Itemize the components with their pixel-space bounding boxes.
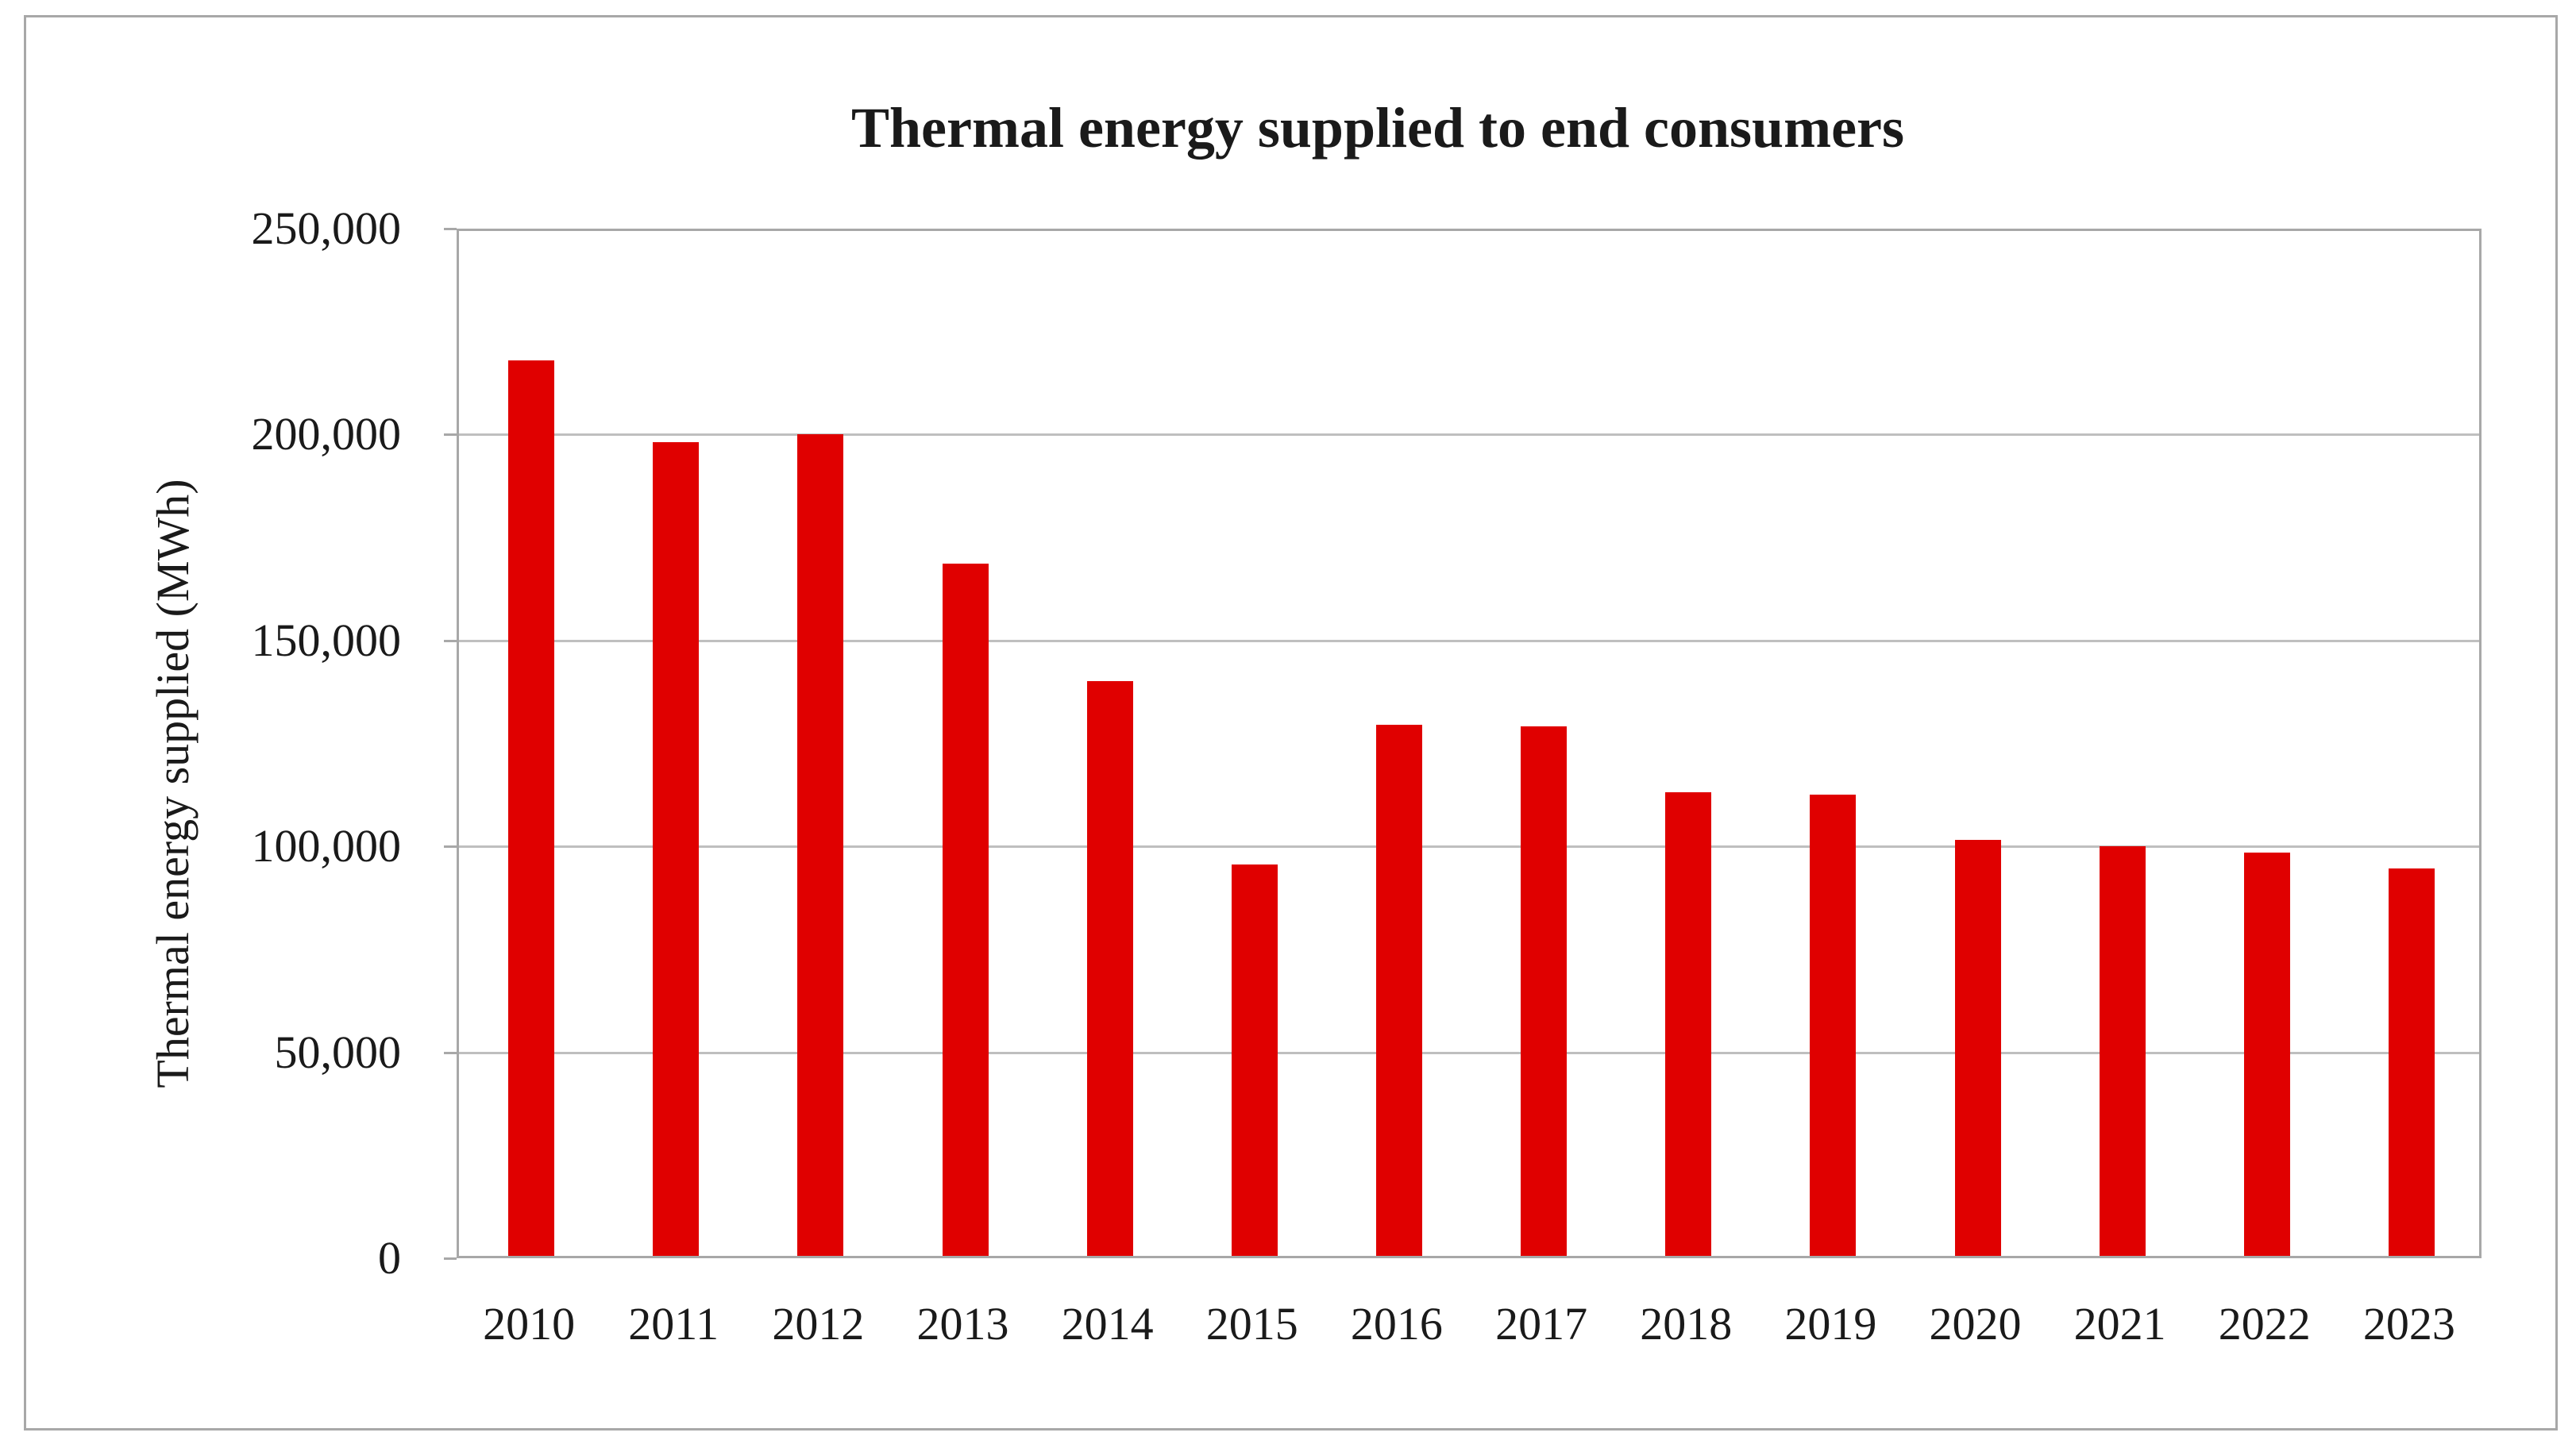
y-tick-label: 150,000 xyxy=(251,614,402,666)
x-tick-label: 2022 xyxy=(2218,1298,2311,1350)
x-tick-label: 2012 xyxy=(772,1298,865,1350)
bar-2019 xyxy=(1810,795,1857,1256)
y-tick-label: 50,000 xyxy=(274,1026,402,1078)
gridline xyxy=(459,433,2479,437)
x-tick-label: 2014 xyxy=(1061,1298,1154,1350)
x-tick-label: 2018 xyxy=(1640,1298,1733,1350)
x-tick-label: 2016 xyxy=(1350,1298,1443,1350)
bar-2018 xyxy=(1665,792,1712,1256)
bar-2017 xyxy=(1521,726,1568,1256)
bar-2020 xyxy=(1954,840,2001,1256)
y-axis-tick xyxy=(444,845,457,849)
x-tick-label: 2011 xyxy=(628,1298,719,1350)
bar-2012 xyxy=(797,434,844,1256)
plot-area xyxy=(457,229,2482,1258)
x-tick-label: 2013 xyxy=(916,1298,1009,1350)
y-axis-tick xyxy=(444,639,457,642)
bar-2023 xyxy=(2388,868,2435,1256)
x-tick-label: 2021 xyxy=(2073,1298,2166,1350)
chart-title: Thermal energy supplied to end consumers xyxy=(850,96,1905,160)
y-tick-label: 0 xyxy=(378,1232,401,1284)
gridline xyxy=(459,845,2479,849)
y-axis-tick xyxy=(444,1051,457,1054)
y-tick-label: 200,000 xyxy=(251,408,402,460)
gridline xyxy=(459,1051,2479,1054)
x-tick-label: 2017 xyxy=(1495,1298,1588,1350)
x-tick-label: 2023 xyxy=(2362,1298,2455,1350)
x-tick-label: 2019 xyxy=(1784,1298,1877,1350)
y-tick-label: 100,000 xyxy=(251,820,402,872)
x-tick-label: 2015 xyxy=(1205,1298,1298,1350)
bar-2022 xyxy=(2243,853,2290,1256)
gridline xyxy=(459,639,2479,642)
bar-2015 xyxy=(1231,864,1278,1256)
bar-2014 xyxy=(1086,681,1133,1256)
bar-2011 xyxy=(653,442,700,1256)
y-axis-tick xyxy=(444,1257,457,1260)
y-tick-label: 250,000 xyxy=(251,202,402,254)
bar-2013 xyxy=(942,564,989,1256)
x-tick-label: 2020 xyxy=(1929,1298,2022,1350)
y-axis-tick xyxy=(444,433,457,437)
bar-2021 xyxy=(2099,846,2146,1256)
bar-2016 xyxy=(1375,725,1422,1256)
y-axis-title: Thermal energy supplied (MWh) xyxy=(147,479,199,1088)
x-tick-label: 2010 xyxy=(483,1298,576,1350)
y-axis-tick xyxy=(444,228,457,230)
bar-2010 xyxy=(508,360,555,1256)
